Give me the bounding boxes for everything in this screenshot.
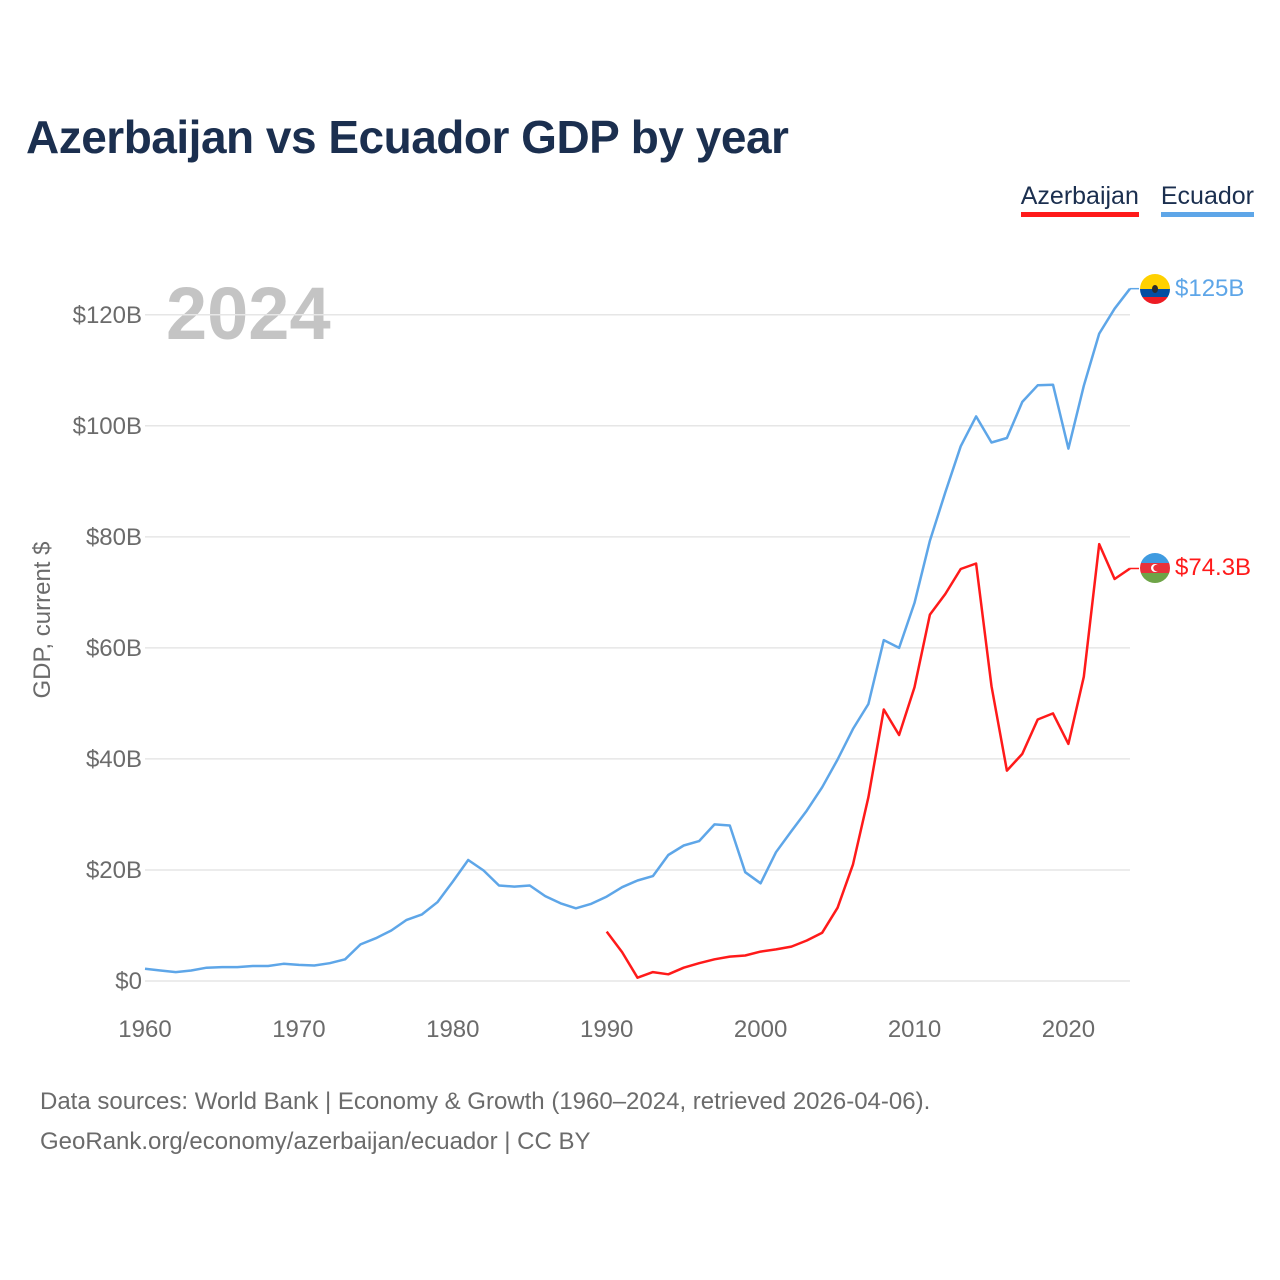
- legend-item-ecuador[interactable]: Ecuador: [1160, 182, 1254, 217]
- y-tick-label: $20B: [86, 857, 142, 884]
- y-axis-label: GDP, current $: [29, 542, 56, 699]
- legend-item-azerbaijan[interactable]: Azerbaijan: [1020, 182, 1139, 217]
- x-tick-label: 2010: [888, 1016, 941, 1043]
- y-tick-label: $40B: [86, 746, 142, 773]
- chart-title: Azerbaijan vs Ecuador GDP by year: [26, 111, 789, 163]
- azerbaijan-flag-icon: [1140, 553, 1170, 583]
- end-value-label-ecuador: $125B: [1175, 275, 1244, 302]
- x-tick-label: 1980: [426, 1016, 479, 1043]
- end-value-label-azerbaijan: $74.3B: [1175, 554, 1251, 581]
- year-watermark: 2024: [166, 272, 331, 355]
- y-tick-label: $80B: [86, 524, 142, 551]
- x-axis-ticks: 1960 1970 1980 1990 2000 2010 2020: [118, 1016, 1095, 1043]
- series-line-ecuador: [144, 287, 1131, 974]
- y-axis-ticks: $0 $20B $40B $60B $80B $100B $120B: [73, 302, 142, 995]
- y-tick-label: $120B: [73, 302, 142, 329]
- x-tick-label: 2020: [1042, 1016, 1095, 1043]
- y-tick-label: $100B: [73, 413, 142, 440]
- y-tick-label: $60B: [86, 635, 142, 662]
- footer-sources-line: Data sources: World Bank | Economy & Gro…: [40, 1088, 931, 1115]
- gridlines: [145, 314, 1130, 982]
- series-line-azerbaijan: [605, 542, 1131, 979]
- x-tick-label: 1990: [580, 1016, 633, 1043]
- footer-source: Data sources: World Bank | Economy & Gro…: [40, 1082, 930, 1162]
- ecuador-flag-icon: [1140, 274, 1170, 304]
- x-tick-label: 1970: [272, 1016, 325, 1043]
- footer-attribution-line: GeoRank.org/economy/azerbaijan/ecuador |…: [40, 1128, 591, 1155]
- x-tick-label: 1960: [118, 1016, 171, 1043]
- legend: Azerbaijan Ecuador: [1020, 182, 1254, 217]
- x-tick-label: 2000: [734, 1016, 787, 1043]
- y-tick-label: $0: [115, 968, 142, 995]
